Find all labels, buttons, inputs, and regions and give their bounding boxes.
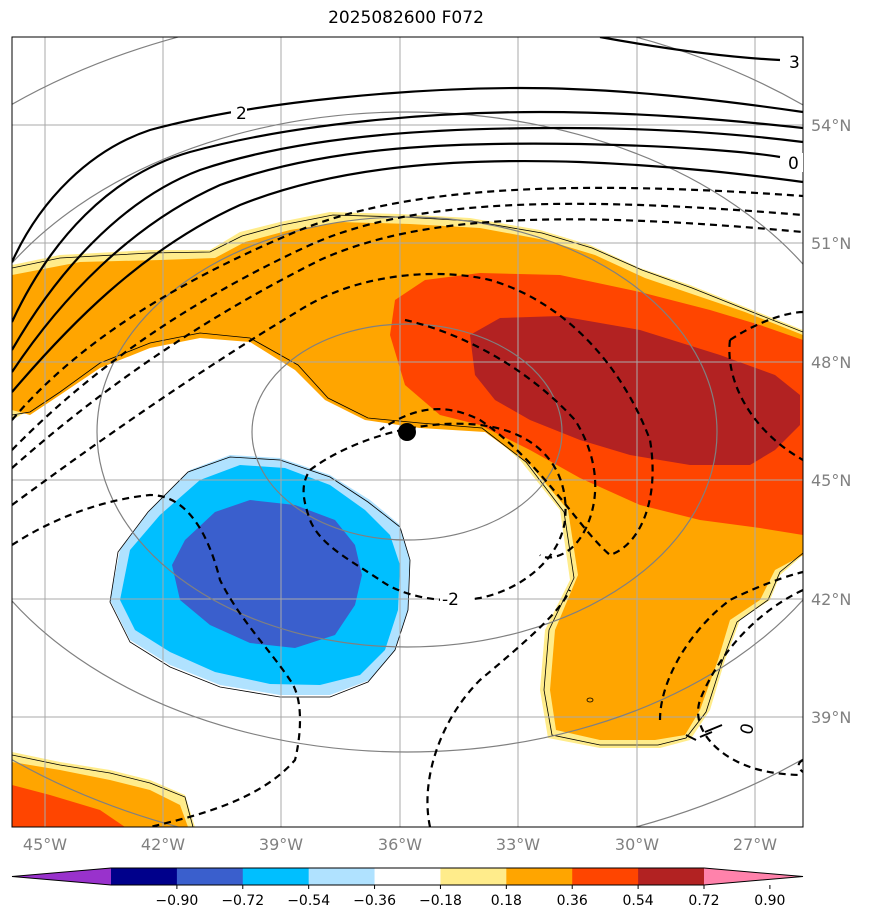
lon-label: 42°W [141, 835, 185, 854]
storm-center-marker [398, 423, 416, 441]
colorbar-extend-high [704, 868, 803, 885]
map-frame [11, 36, 804, 828]
colorbar-segment [242, 868, 310, 885]
small-contours [685, 724, 723, 741]
lat-label: 54°N [811, 116, 851, 135]
lon-label: 30°W [615, 835, 659, 854]
contour-label-0: 0 [788, 154, 799, 174]
lat-label: 45°N [811, 471, 851, 490]
lat-label: 42°N [811, 590, 851, 609]
colorbar-tick-label: 0.72 [688, 893, 719, 909]
colorbar-segment [506, 868, 573, 885]
colorbar-tick-labels: −0.90 −0.72 −0.54 −0.36 −0.18 0.18 0.36 0.54 0.7… [155, 885, 785, 909]
colorbar-tick-label: 0.36 [557, 893, 588, 909]
colorbar-segment [176, 868, 244, 885]
positive-anomaly-southwest [12, 752, 195, 827]
colorbar-tick-label: −0.90 [155, 893, 198, 909]
map-title: 2025082600 F072 [328, 8, 484, 28]
lon-label: 39°W [259, 835, 303, 854]
lon-label: 33°W [496, 835, 540, 854]
colorbar-tick-label: 0.54 [623, 893, 654, 909]
colorbar-segment [572, 868, 639, 885]
longitude-labels: 45°W 42°W 39°W 36°W 33°W 30°W 27°W [23, 835, 777, 854]
contour-label-neg2: -2 [442, 590, 459, 610]
royal-blue-core [172, 500, 362, 648]
colorbar-segment [374, 868, 441, 885]
distance-circles [12, 37, 803, 827]
negative-anomaly [110, 455, 410, 695]
lon-label: 45°W [23, 835, 67, 854]
dashed-contours [12, 186, 803, 827]
colorbar-tick-label: 0.90 [754, 893, 785, 909]
contour-label-0-bottom: 0 [737, 721, 759, 737]
solid-contours [12, 37, 803, 393]
graticule [12, 37, 803, 827]
lon-label: 36°W [378, 835, 422, 854]
lat-label: 51°N [811, 234, 851, 253]
colorbar-tick-label: 0.18 [491, 893, 522, 909]
contour-label-3: 3 [789, 53, 800, 73]
lat-label: 48°N [811, 353, 851, 372]
colorbar-tick-label: −0.54 [287, 893, 330, 909]
contour-label-2: 2 [236, 104, 247, 124]
latitude-labels: 54°N 51°N 48°N 45°N 42°N 39°N [811, 116, 851, 727]
colorbar-segment [440, 868, 507, 885]
colorbar [11, 867, 804, 886]
colorbar-outline [11, 867, 804, 886]
lat-label: 39°N [811, 708, 851, 727]
lon-label: 27°W [733, 835, 777, 854]
colorbar-extend-low [12, 868, 111, 885]
colorbar-tick-label: −0.18 [419, 893, 462, 909]
colorbar-segment [111, 868, 178, 885]
colorbar-tick-label: −0.72 [221, 893, 264, 909]
colorbar-segment [638, 868, 705, 885]
colorbar-segment [308, 868, 376, 885]
colorbar-tick-label: −0.36 [353, 893, 396, 909]
contour-label-group: 3 2 0 -2 0 [231, 52, 803, 737]
